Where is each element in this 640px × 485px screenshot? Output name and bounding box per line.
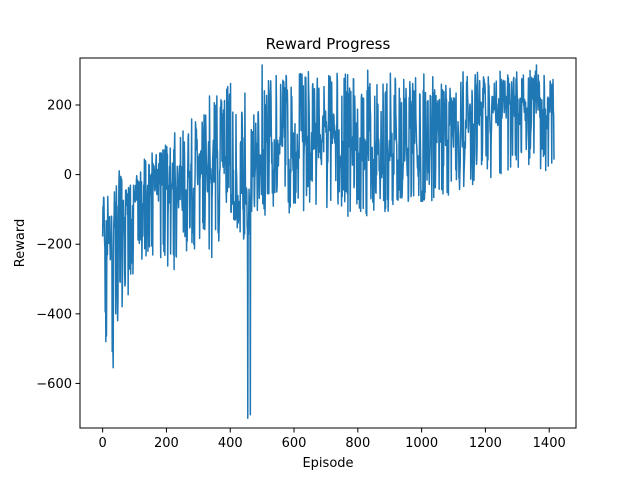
- plot-area: [101, 64, 555, 419]
- x-tick-label: 1000: [405, 436, 438, 451]
- series-layer: [101, 64, 555, 419]
- x-tick-label: 800: [345, 436, 370, 451]
- y-tick-label: −600: [36, 377, 72, 392]
- y-axis-ticks: −600 −400 −200 0 200: [36, 98, 80, 392]
- y-tick-label: −400: [36, 307, 72, 322]
- x-axis-label: Episode: [302, 456, 353, 471]
- y-axis-label: Reward: [13, 219, 28, 267]
- x-tick-label: 1200: [469, 436, 502, 451]
- x-tick-label: 0: [99, 436, 107, 451]
- y-tick-label: −200: [36, 238, 72, 253]
- x-axis-ticks: 0 200 400 600 800 1000 1200 1400: [99, 428, 566, 451]
- x-tick-label: 200: [154, 436, 179, 451]
- x-tick-label: 600: [282, 436, 307, 451]
- y-tick-label: 0: [64, 168, 72, 183]
- reward-series-line: [101, 64, 555, 419]
- y-tick-label: 200: [47, 98, 72, 113]
- chart-title: Reward Progress: [266, 35, 391, 53]
- plot-frame: [79, 57, 577, 429]
- x-tick-label: 1400: [533, 436, 566, 451]
- x-tick-label: 400: [218, 436, 243, 451]
